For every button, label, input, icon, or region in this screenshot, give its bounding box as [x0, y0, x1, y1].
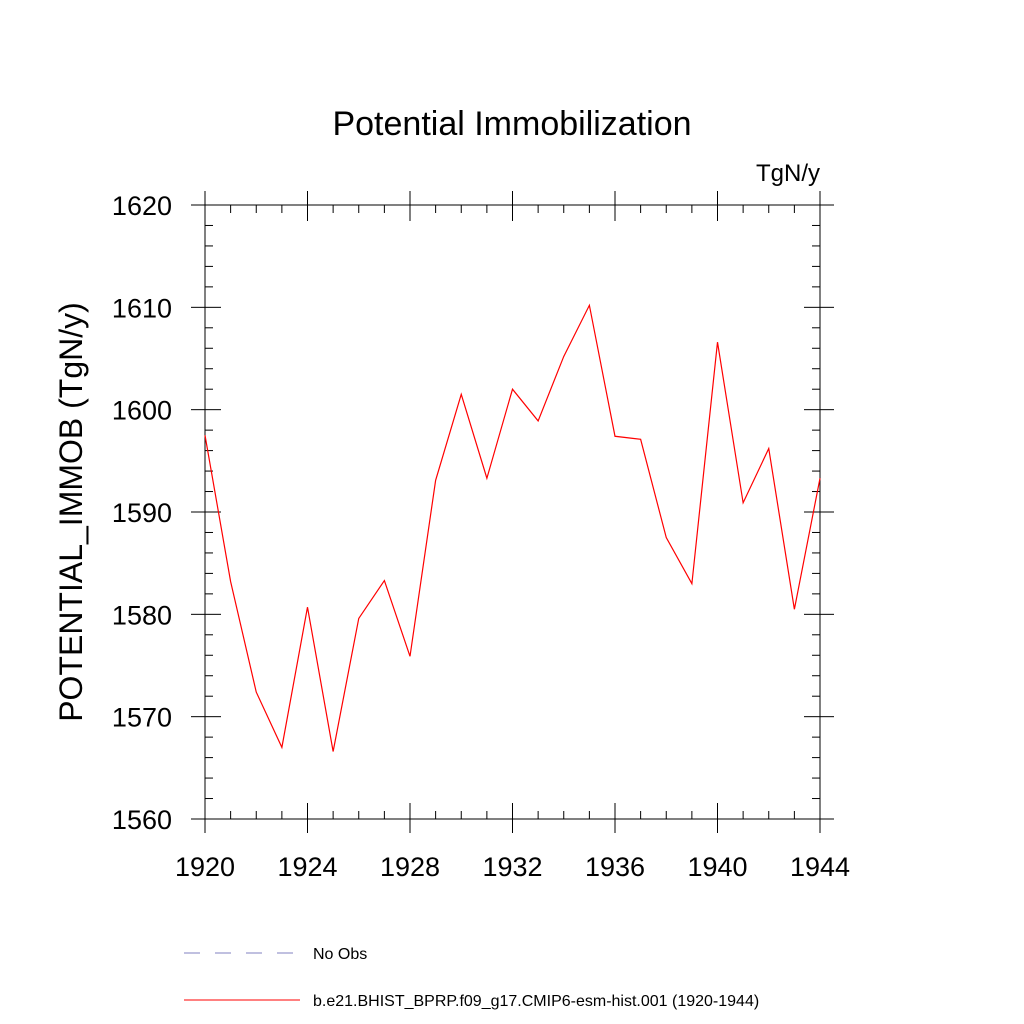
legend-label-model: b.e21.BHIST_BPRP.f09_g17.CMIP6-esm-hist.… — [313, 993, 759, 1010]
y-axis-label: POTENTIAL_IMMOB (TgN/y) — [53, 302, 89, 722]
series-line-0 — [204, 303, 821, 752]
plot-frame — [204, 204, 821, 820]
series-layer — [204, 303, 822, 753]
data-point — [409, 655, 412, 658]
data-point — [716, 341, 719, 344]
data-point — [229, 580, 232, 583]
y-tick-label: 1560 — [112, 805, 172, 835]
data-point — [332, 750, 335, 753]
data-point — [562, 355, 565, 358]
data-point — [255, 691, 258, 694]
chart-title: Potential Immobilization — [332, 105, 691, 143]
x-tick-label: 1940 — [687, 852, 747, 882]
data-point — [204, 434, 207, 437]
x-tick-label: 1920 — [175, 852, 235, 882]
data-point — [793, 608, 796, 611]
x-tick-label: 1928 — [380, 852, 440, 882]
data-point — [306, 606, 309, 609]
x-tick-label: 1944 — [790, 852, 850, 882]
y-tick-label: 1590 — [112, 498, 172, 528]
data-point — [383, 579, 386, 582]
axis-ticks — [191, 191, 834, 833]
data-point — [665, 536, 668, 539]
x-tick-label: 1932 — [482, 852, 542, 882]
data-point — [460, 393, 463, 396]
data-point — [485, 477, 488, 480]
data-point — [742, 501, 745, 504]
data-point — [767, 447, 770, 450]
data-point — [280, 746, 283, 749]
data-point — [639, 438, 642, 441]
data-point — [357, 617, 360, 620]
y-tick-label: 1570 — [112, 703, 172, 733]
y-tick-label: 1610 — [112, 293, 172, 323]
data-point — [819, 477, 822, 480]
y-tick-label: 1620 — [112, 191, 172, 221]
data-point — [511, 388, 514, 391]
data-point — [537, 419, 540, 422]
data-point — [614, 435, 617, 438]
x-tick-label: 1924 — [277, 852, 337, 882]
legend-label-no-obs: No Obs — [313, 946, 367, 963]
legend: No Obs b.e21.BHIST_BPRP.f09_g17.CMIP6-es… — [184, 946, 759, 1010]
y-tick-label: 1600 — [112, 396, 172, 426]
y-tick-label: 1580 — [112, 600, 172, 630]
data-point — [588, 304, 591, 307]
data-point — [690, 582, 693, 585]
units-label: TgN/y — [756, 160, 820, 187]
data-point — [434, 479, 437, 482]
x-tick-label: 1936 — [585, 852, 645, 882]
axis-tick-labels: 1920 1924 1928 1932 1936 1940 1944 1560 1570 1580… — [112, 191, 850, 882]
